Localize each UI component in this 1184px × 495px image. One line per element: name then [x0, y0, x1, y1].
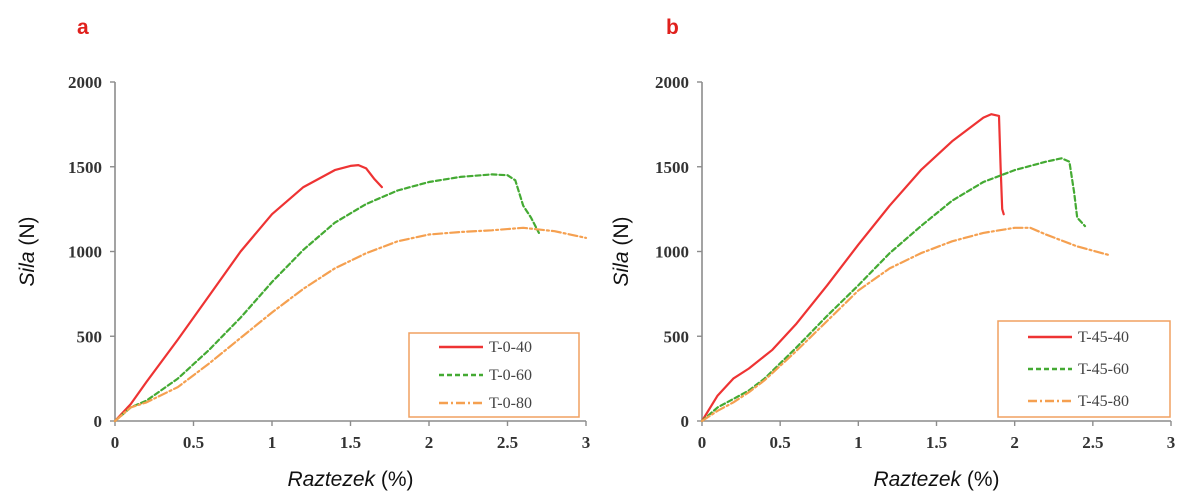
y-tick-label: 1000	[655, 243, 689, 262]
x-tick-label: 3	[1167, 433, 1176, 452]
x-tick-label: 2.5	[1082, 433, 1103, 452]
y-tick-label: 0	[94, 412, 103, 431]
series-line-T-0-60	[113, 173, 541, 423]
x-axis-title-italic: Raztezek	[873, 468, 962, 491]
x-tick-label: 3	[582, 433, 591, 452]
legend-label: T-45-40	[1078, 329, 1129, 346]
series-line-T-0-40	[113, 164, 383, 423]
y-tick-label: 2000	[68, 73, 102, 92]
x-tick-label: 0.5	[770, 433, 791, 452]
x-tick-label: 0	[698, 433, 707, 452]
legend-label: T-45-60	[1078, 361, 1129, 378]
x-axis-title-italic: Raztezek	[287, 468, 376, 491]
x-axis-title-unit: (%)	[961, 468, 1000, 491]
x-tick-label: 1	[854, 433, 863, 452]
x-axis-title-unit: (%)	[375, 468, 414, 491]
x-tick-label: 2	[1010, 433, 1019, 452]
x-tick-label: 2	[425, 433, 434, 452]
series-line-T-0-80	[113, 226, 588, 423]
chart-panel-b: b 0 500 1000 1500 2000 0 0.5 1 1.5 2 2.5 3 Raztezek (…	[610, 16, 1175, 491]
y-axis-title-unit: (N)	[16, 216, 39, 251]
x-axis-title: Raztezek (%)	[287, 468, 413, 491]
series-line-T-45-60	[700, 157, 1087, 423]
x-axis-title: Raztezek (%)	[873, 468, 999, 491]
legend-box	[408, 332, 580, 418]
y-axis-title: Sila (N)	[16, 216, 39, 286]
legend-label: T-0-60	[489, 367, 532, 384]
y-tick-label: 1500	[68, 158, 102, 177]
legend-label: T-0-40	[489, 339, 532, 356]
y-axis-title-unit: (N)	[610, 216, 633, 251]
legend-label: T-0-80	[489, 395, 532, 412]
legend-label: T-45-80	[1078, 393, 1129, 410]
legend-box	[997, 320, 1171, 418]
y-tick-label: 2000	[655, 73, 689, 92]
chart-panel-a: a 0 500 1000 1500 2000 0 0.5 1 1.5 2 2.5 3 Raztezek (…	[16, 16, 590, 491]
series-line-T-45-40	[700, 113, 1005, 423]
y-tick-label: 0	[681, 412, 690, 431]
y-tick-label: 500	[77, 327, 103, 346]
x-tick-label: 0	[111, 433, 120, 452]
y-axis-title-italic: Sila	[16, 251, 39, 286]
x-tick-label: 1.5	[926, 433, 947, 452]
x-tick-label: 0.5	[183, 433, 204, 452]
y-tick-label: 1500	[655, 158, 689, 177]
x-tick-label: 2.5	[497, 433, 518, 452]
y-tick-label: 1000	[68, 243, 102, 262]
x-tick-label: 1	[268, 433, 277, 452]
y-tick-label: 500	[664, 327, 690, 346]
series-line-T-45-80	[700, 226, 1110, 423]
y-axis-title: Sila (N)	[610, 216, 633, 286]
panel-label: b	[666, 16, 679, 39]
x-tick-label: 1.5	[340, 433, 361, 452]
panel-label: a	[77, 16, 89, 39]
y-axis-title-italic: Sila	[610, 251, 633, 286]
